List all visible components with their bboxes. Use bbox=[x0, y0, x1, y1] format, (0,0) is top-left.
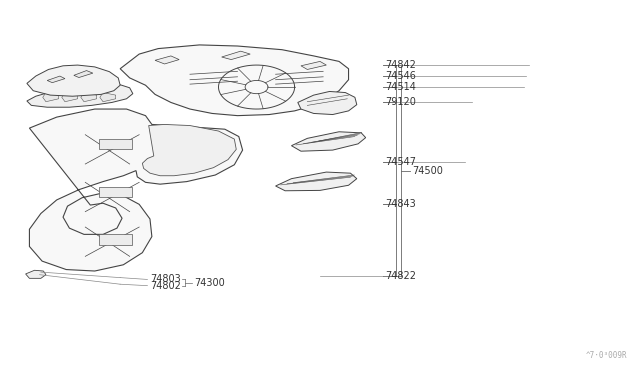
Polygon shape bbox=[43, 93, 59, 102]
Polygon shape bbox=[120, 45, 349, 116]
Polygon shape bbox=[155, 56, 179, 64]
Polygon shape bbox=[27, 83, 133, 107]
Polygon shape bbox=[291, 132, 365, 151]
Polygon shape bbox=[27, 65, 120, 96]
Polygon shape bbox=[74, 71, 93, 77]
Polygon shape bbox=[26, 270, 46, 278]
Polygon shape bbox=[142, 125, 236, 176]
Polygon shape bbox=[100, 93, 116, 102]
Polygon shape bbox=[276, 172, 356, 191]
Text: 79120: 79120 bbox=[385, 97, 415, 107]
Polygon shape bbox=[81, 93, 97, 102]
Polygon shape bbox=[47, 76, 65, 83]
Polygon shape bbox=[301, 61, 326, 70]
Polygon shape bbox=[221, 51, 250, 60]
Text: 74802: 74802 bbox=[150, 280, 181, 291]
Text: 74546: 74546 bbox=[385, 71, 415, 81]
Text: 74500: 74500 bbox=[412, 166, 443, 176]
Text: 74547: 74547 bbox=[385, 157, 416, 167]
Polygon shape bbox=[99, 234, 132, 245]
Polygon shape bbox=[99, 139, 132, 149]
Polygon shape bbox=[62, 93, 77, 102]
Text: 74843: 74843 bbox=[385, 199, 415, 209]
Text: 74300: 74300 bbox=[195, 278, 225, 288]
Text: 74514: 74514 bbox=[385, 82, 415, 92]
Text: ^7·0³009R: ^7·0³009R bbox=[586, 351, 628, 360]
Text: 74803: 74803 bbox=[150, 275, 180, 285]
Polygon shape bbox=[298, 92, 356, 115]
Text: 74822: 74822 bbox=[385, 271, 416, 281]
Polygon shape bbox=[99, 187, 132, 197]
Polygon shape bbox=[29, 109, 243, 271]
Text: 74842: 74842 bbox=[385, 60, 415, 70]
